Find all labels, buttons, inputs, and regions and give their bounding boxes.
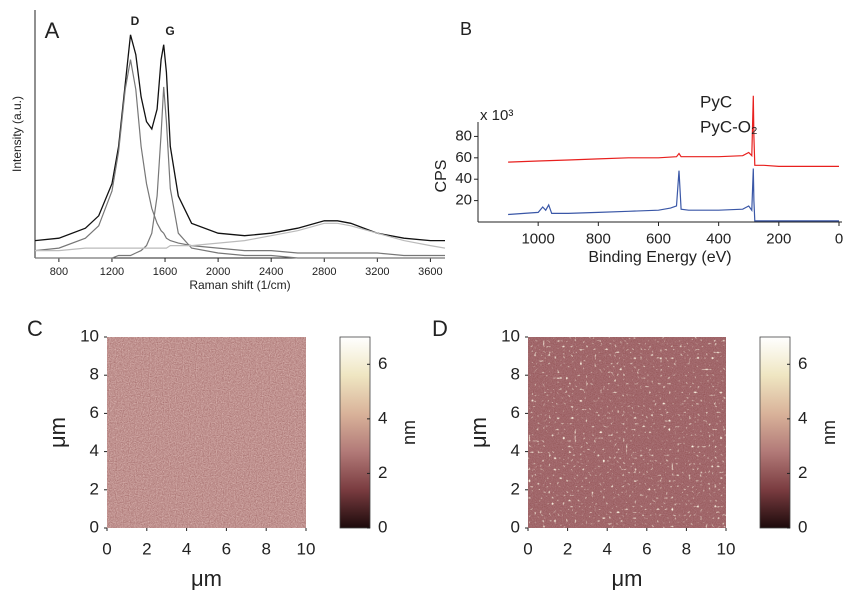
x-tick-label: 2400	[259, 266, 283, 278]
x-axis-label: Raman shift (1/cm)	[189, 278, 290, 292]
panel-label: C	[27, 316, 43, 341]
x-tick-label: 2	[563, 539, 572, 558]
axis-annotation: x 10³	[480, 107, 513, 124]
peak-annotation: D	[131, 14, 140, 28]
x-tick-label: 8	[682, 539, 691, 558]
x-tick-label: 3600	[418, 266, 442, 278]
x-tick-label: 2800	[312, 266, 336, 278]
x-tick-label: 3200	[365, 266, 389, 278]
x-axis-label: μm	[611, 566, 642, 591]
colorbar-tick-label: 4	[378, 408, 387, 427]
colorbar-tick-label: 2	[378, 463, 387, 482]
legend-entry: PyC-O₂	[700, 117, 758, 136]
x-tick-label: 4	[602, 539, 611, 558]
series-line	[34, 59, 445, 257]
x-axis-label: μm	[191, 566, 222, 591]
x-axis-label: Binding Energy (eV)	[588, 249, 731, 266]
y-tick-label: 20	[455, 192, 472, 209]
afm-image-texture	[528, 337, 726, 528]
series-line	[35, 86, 445, 259]
panel-label: B	[460, 19, 472, 39]
colorbar-tick-label: 2	[798, 463, 807, 482]
x-tick-label: 200	[766, 230, 791, 247]
y-tick-label: 6	[90, 403, 99, 422]
y-axis-label: μm	[45, 417, 70, 448]
y-tick-label: 4	[511, 441, 520, 460]
colorbar-tick-label: 4	[798, 408, 807, 427]
x-tick-label: 0	[835, 230, 843, 247]
series-line	[34, 34, 445, 242]
y-tick-label: 2	[90, 479, 99, 498]
colorbar-tick-label: 0	[378, 517, 387, 536]
y-tick-label: 8	[90, 365, 99, 384]
x-tick-label: 1600	[153, 266, 177, 278]
colorbar-tick-label: 0	[798, 517, 807, 536]
colorbar	[759, 336, 791, 529]
x-tick-label: 8	[261, 539, 270, 558]
y-axis-label: CPS	[433, 160, 450, 193]
x-tick-label: 400	[706, 230, 731, 247]
y-tick-label: 10	[501, 326, 520, 345]
colorbar-label: nm	[399, 420, 419, 445]
y-tick-label: 0	[511, 517, 520, 536]
x-tick-label: 2	[142, 539, 151, 558]
y-tick-label: 2	[511, 479, 520, 498]
afm-image-texture	[107, 337, 306, 528]
panel-label: A	[45, 18, 60, 43]
x-tick-label: 6	[642, 539, 651, 558]
y-tick-label: 6	[511, 403, 520, 422]
x-tick-label: 1000	[521, 230, 554, 247]
x-tick-label: 1200	[100, 266, 124, 278]
y-tick-label: 40	[455, 170, 472, 187]
y-tick-label: 60	[455, 149, 472, 166]
legend-entry: PyC	[700, 92, 732, 111]
x-tick-label: 800	[586, 230, 611, 247]
y-axis-label: μm	[466, 417, 491, 448]
x-tick-label: 10	[717, 539, 736, 558]
x-tick-label: 2000	[206, 266, 230, 278]
y-tick-label: 10	[80, 326, 99, 345]
y-axis-label: Intensity (a.u.)	[10, 96, 24, 172]
peak-annotation: G	[165, 24, 174, 38]
y-tick-label: 8	[511, 365, 520, 384]
x-tick-label: 10	[297, 539, 316, 558]
x-tick-label: 0	[102, 539, 111, 558]
x-tick-label: 800	[50, 266, 68, 278]
x-tick-label: 0	[523, 539, 532, 558]
x-tick-label: 6	[222, 539, 231, 558]
y-tick-label: 0	[90, 517, 99, 536]
series-line	[508, 95, 839, 167]
series-line	[35, 222, 446, 252]
panel-label: D	[432, 316, 448, 341]
series-line	[508, 168, 839, 222]
x-tick-label: 4	[182, 539, 191, 558]
colorbar-label: nm	[819, 420, 839, 445]
colorbar-tick-label: 6	[798, 354, 807, 373]
y-tick-label: 4	[90, 441, 99, 460]
x-tick-label: 600	[646, 230, 671, 247]
colorbar-tick-label: 6	[378, 354, 387, 373]
colorbar	[339, 336, 371, 529]
y-tick-label: 80	[455, 127, 472, 144]
